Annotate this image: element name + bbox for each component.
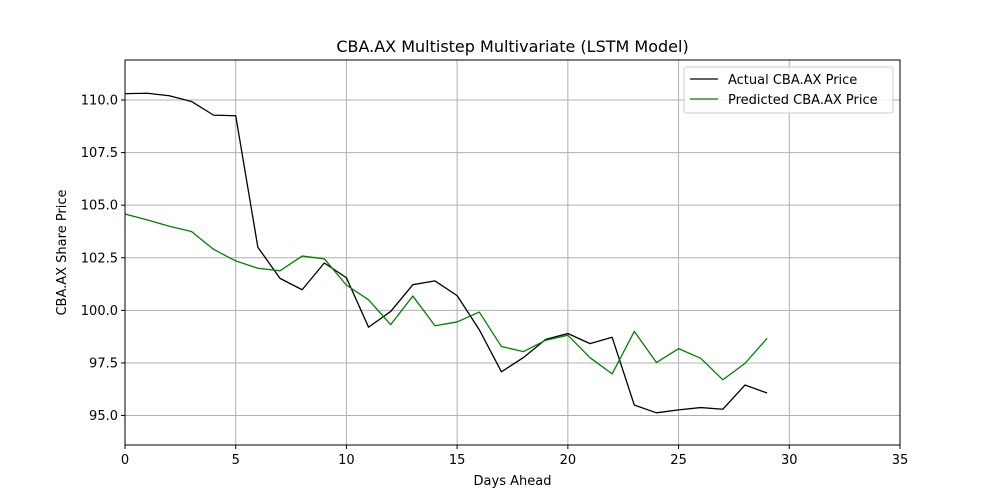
x-tick-label: 35 bbox=[892, 453, 909, 468]
legend-label-predicted: Predicted CBA.AX Price bbox=[728, 93, 878, 108]
x-tick-label: 25 bbox=[670, 453, 687, 468]
y-tick-label: 107.5 bbox=[81, 146, 118, 161]
x-tick-label: 20 bbox=[560, 453, 577, 468]
x-axis-ticks: 0 5 10 15 20 25 30 35 bbox=[121, 445, 908, 468]
series-line-actual bbox=[124, 92, 768, 414]
x-tick-label: 5 bbox=[232, 453, 240, 468]
x-tick-label: 0 bbox=[121, 453, 129, 468]
x-tick-label: 15 bbox=[449, 453, 466, 468]
legend: Actual CBA.AX Price Predicted CBA.AX Pri… bbox=[683, 66, 894, 114]
y-axis-label: CBA.AX Share Price bbox=[55, 189, 70, 315]
series-line-predicted bbox=[124, 213, 768, 381]
y-tick-label: 95.0 bbox=[89, 409, 118, 424]
y-tick-label: 100.0 bbox=[81, 304, 118, 319]
x-tick-label: 10 bbox=[338, 453, 355, 468]
y-tick-label: 110.0 bbox=[81, 93, 118, 108]
legend-label-actual: Actual CBA.AX Price bbox=[728, 73, 857, 88]
plot-area-frame bbox=[124, 59, 901, 446]
y-tick-label: 97.5 bbox=[89, 356, 118, 371]
chart-title: CBA.AX Multistep Multivariate (LSTM Mode… bbox=[336, 37, 688, 56]
series-lines bbox=[124, 92, 768, 414]
legend-box bbox=[683, 66, 894, 114]
y-tick-label: 105.0 bbox=[81, 199, 118, 214]
x-tick-label: 30 bbox=[781, 453, 798, 468]
x-axis-label: Days Ahead bbox=[474, 474, 552, 489]
y-axis-ticks: 95.0 97.5 100.0 102.5 105.0 107.5 110.0 bbox=[81, 93, 125, 424]
y-tick-label: 102.5 bbox=[81, 251, 118, 266]
grid-lines bbox=[124, 60, 901, 445]
